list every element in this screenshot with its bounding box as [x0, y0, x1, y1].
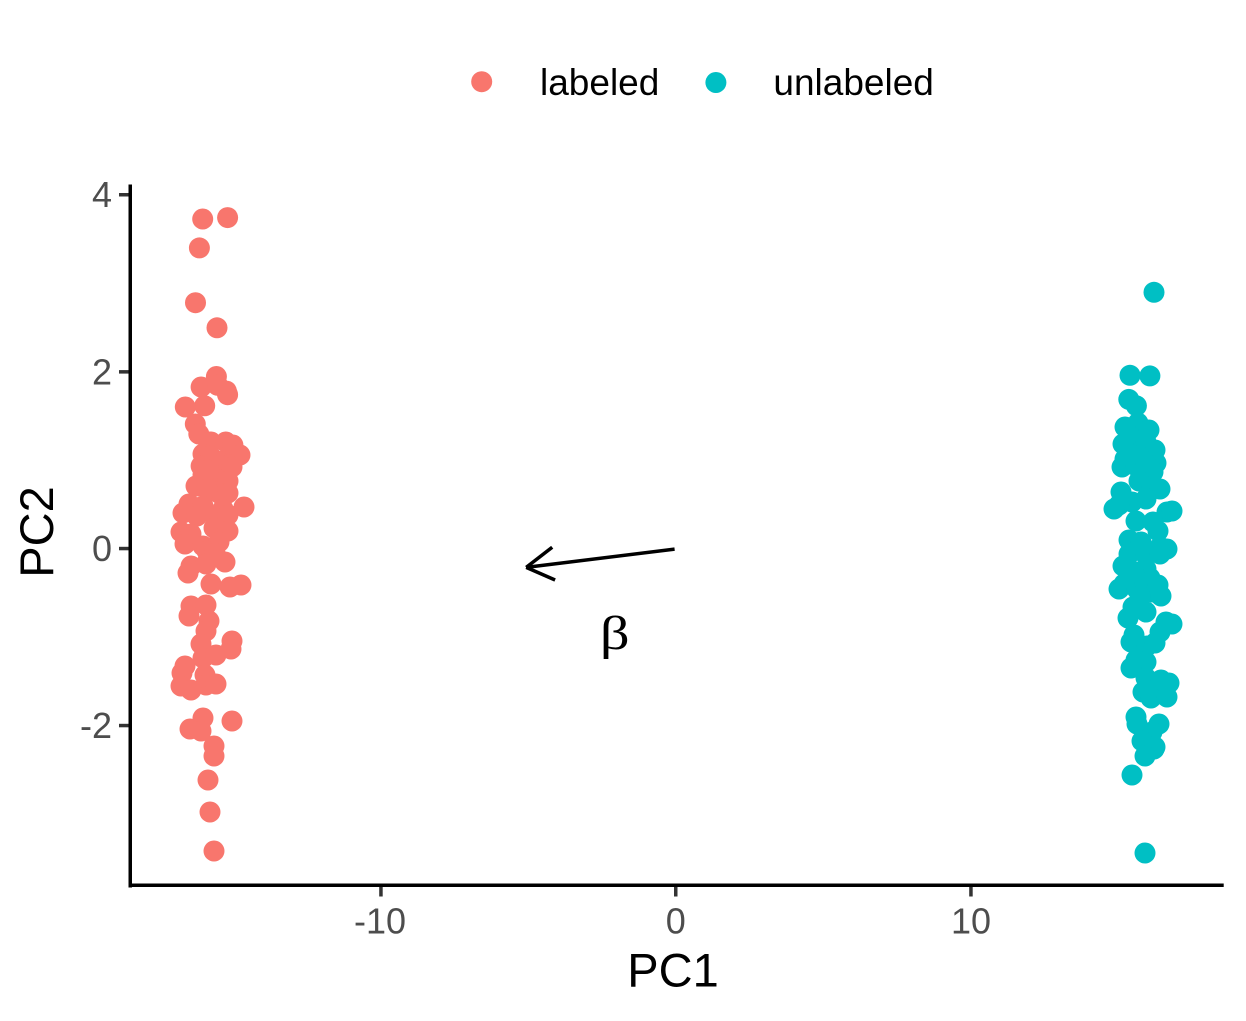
svg-text:4: 4	[92, 174, 112, 215]
svg-text:0: 0	[666, 901, 686, 942]
svg-text:-10: -10	[354, 901, 406, 942]
svg-text:PC2: PC2	[10, 486, 63, 577]
svg-text:β: β	[600, 606, 630, 660]
svg-text:PC1: PC1	[627, 944, 718, 997]
svg-text:-2: -2	[80, 705, 112, 746]
svg-text:0: 0	[92, 528, 112, 569]
svg-text:labeled: labeled	[540, 62, 659, 103]
svg-text:10: 10	[951, 901, 991, 942]
svg-text:unlabeled: unlabeled	[773, 62, 933, 103]
svg-text:2: 2	[92, 351, 112, 392]
